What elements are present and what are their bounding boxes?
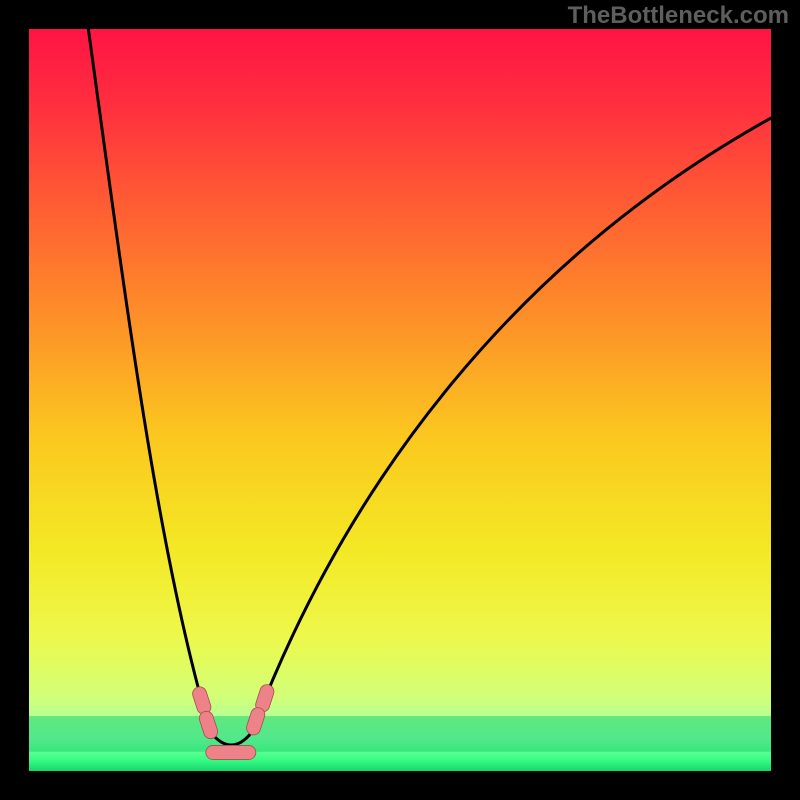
figure-frame: TheBottleneck.com	[0, 0, 800, 800]
attribution-label: TheBottleneck.com	[568, 2, 789, 30]
data-marker	[206, 745, 256, 759]
bottleneck-chart	[29, 29, 771, 771]
optimal-band	[29, 716, 771, 752]
